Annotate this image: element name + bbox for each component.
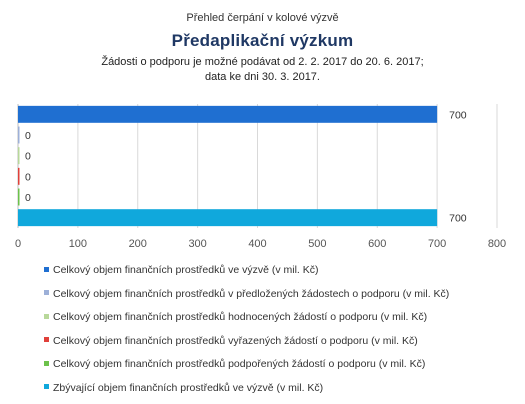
legend-item: Zbývající objem finančních prostředků ve… bbox=[44, 381, 514, 404]
legend-swatch bbox=[44, 267, 49, 272]
legend-label: Celkový objem finančních prostředků ve v… bbox=[53, 264, 319, 276]
legend-item: Celkový objem finančních prostředků hodn… bbox=[44, 310, 514, 334]
data-label: 0 bbox=[25, 192, 31, 204]
x-tick-label: 500 bbox=[308, 238, 326, 250]
x-tick-label: 100 bbox=[69, 238, 87, 250]
legend-swatch bbox=[44, 337, 49, 342]
x-tick-label: 0 bbox=[15, 238, 21, 250]
data-label: 700 bbox=[449, 109, 467, 121]
legend-item: Celkový objem finančních prostředků podp… bbox=[44, 357, 514, 381]
x-tick-label: 400 bbox=[248, 238, 266, 250]
legend-swatch bbox=[44, 384, 49, 389]
x-tick-label: 800 bbox=[488, 238, 506, 250]
legend-swatch bbox=[44, 361, 49, 366]
data-label: 0 bbox=[25, 130, 31, 142]
bar bbox=[18, 127, 20, 144]
legend-swatch bbox=[44, 290, 49, 295]
legend-item: Celkový objem finančních prostředků ve v… bbox=[44, 263, 514, 287]
data-label: 0 bbox=[25, 171, 31, 183]
data-label: 0 bbox=[25, 151, 31, 163]
bar bbox=[18, 106, 437, 123]
bar bbox=[18, 147, 20, 164]
legend-swatch bbox=[44, 314, 49, 319]
x-tick-label: 300 bbox=[188, 238, 206, 250]
x-tick-label: 200 bbox=[129, 238, 147, 250]
bar bbox=[18, 189, 20, 206]
bar bbox=[18, 209, 437, 226]
legend-item: Celkový objem finančních prostředků v př… bbox=[44, 287, 514, 311]
x-tick-label: 700 bbox=[428, 238, 446, 250]
x-tick-label: 600 bbox=[368, 238, 386, 250]
legend-label: Zbývající objem finančních prostředků ve… bbox=[53, 382, 323, 394]
bar-plot: 0 100 200 300 400 500 600 700 800 700 0 0 0 0 700 bbox=[0, 0, 525, 262]
legend-item: Celkový objem finančních prostředků vyřa… bbox=[44, 334, 514, 358]
legend-label: Celkový objem finančních prostředků podp… bbox=[53, 358, 425, 370]
legend-label: Celkový objem finančních prostředků v př… bbox=[53, 288, 449, 300]
bar bbox=[18, 168, 20, 185]
data-label: 700 bbox=[449, 213, 467, 225]
chart-legend: Celkový objem finančních prostředků ve v… bbox=[44, 263, 514, 404]
legend-label: Celkový objem finančních prostředků vyřa… bbox=[53, 335, 418, 347]
legend-label: Celkový objem finančních prostředků hodn… bbox=[53, 311, 427, 323]
